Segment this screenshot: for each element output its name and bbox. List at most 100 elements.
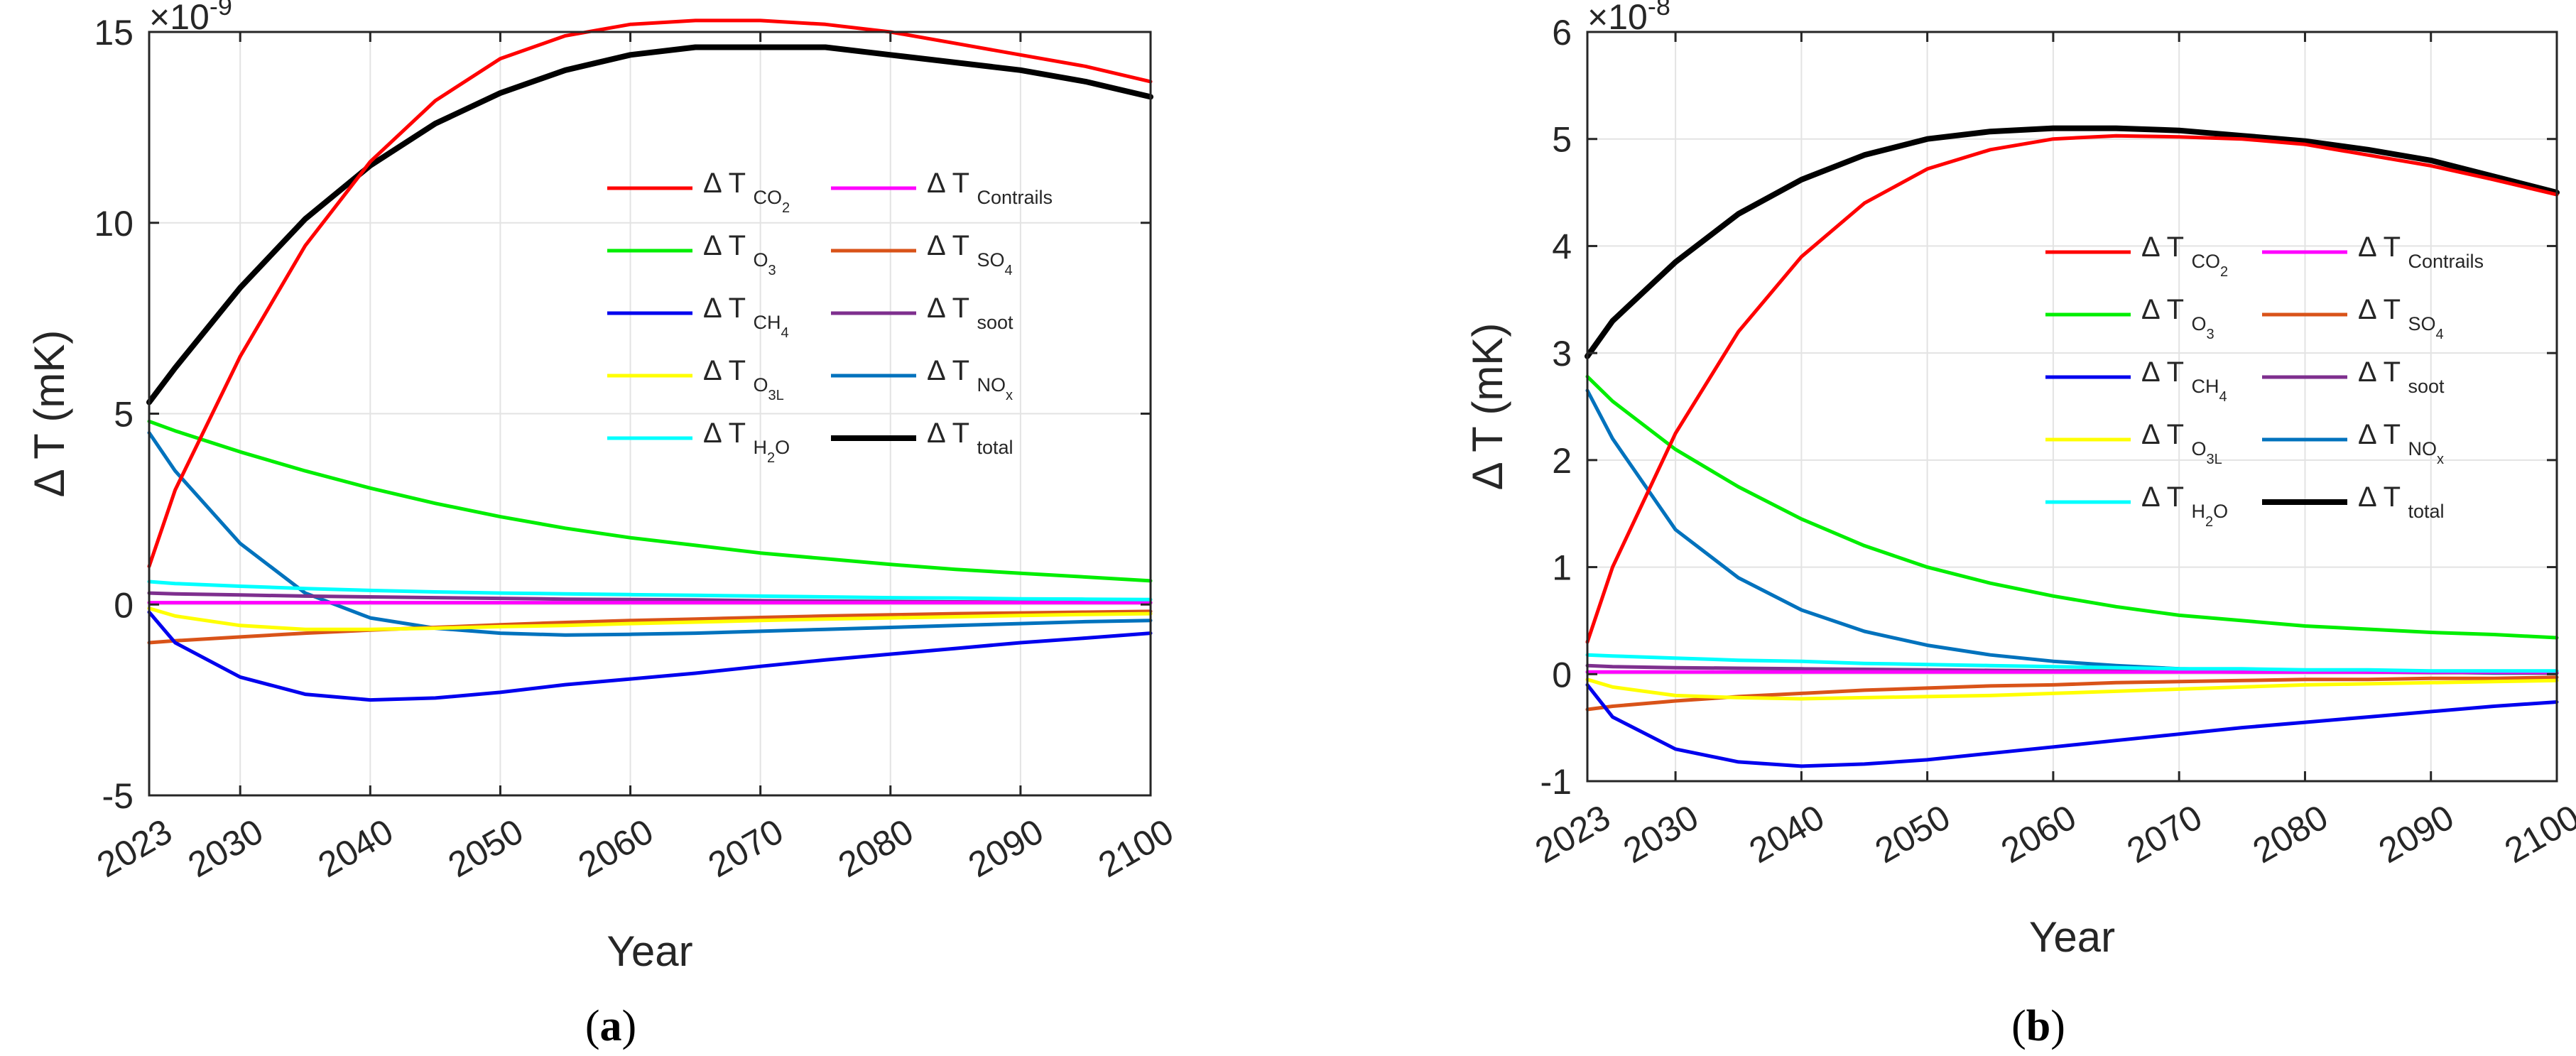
x-tick-label: 2030 [181,811,269,885]
legend-label: Δ T CO2 [703,168,790,216]
x-tick-label: 2030 [1616,797,1705,871]
legend-label: Δ T SO4 [927,230,1013,278]
y-tick-label: -1 [1540,762,1572,802]
x-tick-label: 2023 [1528,797,1616,871]
x-tick-label: 2060 [1994,797,2082,871]
y-tick-label: -5 [102,776,134,816]
legend-item-co2: Δ T CO2 [2045,232,2228,280]
series-line-ch4 [1585,682,2559,768]
x-tick-label: 2100 [2498,797,2576,871]
y-tick-label: 3 [1552,334,1572,374]
x-tick-label: 2040 [311,811,399,885]
legend-item-co2: Δ T CO2 [607,168,790,216]
x-tick-label: 2040 [1743,797,1831,871]
legend-label: Δ T Contrails [2358,232,2484,272]
caption-a-letter: a [600,1002,622,1050]
legend-label: Δ T O3L [2141,419,2222,467]
x-tick-label: 2070 [2120,797,2208,871]
y-exponent-label: ×10-9 [149,0,232,37]
legend-label: Δ T O3 [703,230,776,278]
legend-label: Δ T NOx [927,355,1013,403]
series-line-o3 [147,419,1153,583]
legend-label: Δ T soot [2358,356,2445,397]
legend-item-h2o: Δ T H2O [607,418,790,466]
series-line-o3l [147,606,1153,631]
x-tick-label: 2100 [1092,811,1180,885]
legend-item-contrails: Δ T Contrails [831,168,1053,208]
legend-label: Δ T SO4 [2358,294,2444,342]
legend-item-h2o: Δ T H2O [2045,481,2228,530]
legend-item-so4: Δ T SO4 [831,230,1013,278]
legend-label: Δ T soot [927,293,1013,333]
legend-item-o3l: Δ T O3L [607,355,784,403]
y-tick-label: 15 [94,13,134,53]
legend-item-o3l: Δ T O3L [2045,419,2222,467]
legend-item-o3: Δ T O3 [2045,294,2214,342]
caption-b-letter: b [2026,1002,2050,1050]
y-tick-label: 10 [94,204,134,244]
series-line-co2 [1585,134,2559,644]
legend-label: Δ T CH4 [703,293,789,341]
x-tick-label: 2070 [702,811,790,885]
series-line-o3 [1585,374,2559,640]
legend-label: Δ T H2O [2141,481,2228,530]
y-tick-label: 4 [1552,227,1572,266]
legend: Δ T CO2 Δ T O3 Δ T CH4 Δ T O3L Δ T H2O Δ T Co… [2045,232,2484,530]
legend-label: Δ T Contrails [927,168,1053,208]
legend-label: Δ T total [927,418,1013,458]
legend-item-ch4: Δ T CH4 [2045,356,2227,405]
x-tick-label: 2080 [2246,797,2335,871]
caption-a: (a) [585,1002,636,1050]
legend-label: Δ T CH4 [2141,356,2227,405]
y-tick-label: 0 [114,585,134,625]
y-tick-label: 6 [1552,13,1572,53]
legend-item-total: Δ T total [831,418,1013,458]
y-axis-label: Δ T (mK) [26,330,73,498]
legend-label: Δ T NOx [2358,419,2444,467]
series-line-total [1585,125,2560,359]
x-tick-label: 2050 [442,811,530,885]
legend-item-contrails: Δ T Contrails [2262,232,2484,272]
series-line-nox [147,430,1153,637]
y-exponent-label: ×10-8 [1587,0,1670,37]
x-axis-label: Year [607,927,692,975]
y-tick-label: 5 [1552,120,1572,160]
y-tick-label: 0 [1552,655,1572,695]
x-tick-label: 2090 [2372,797,2460,871]
x-tick-label: 2060 [572,811,660,885]
x-tick-label: 2023 [90,811,178,885]
legend-item-so4: Δ T SO4 [2262,294,2444,342]
legend-label: Δ T CO2 [2141,232,2228,280]
axes-box [1586,31,2558,783]
legend-item-soot: Δ T soot [831,293,1013,333]
series-line-ch4 [147,610,1153,702]
series-line-total [146,44,1153,405]
y-tick-label: 2 [1552,441,1572,481]
x-tick-label: 2090 [962,811,1050,885]
y-tick-label: 1 [1552,548,1572,588]
legend-item-nox: Δ T NOx [2262,419,2444,467]
chart-panel-a: -5 0 5 10 15 2023 2030 2040 2050 2060 2070 2080 2090… [26,0,1180,975]
legend: Δ T CO2 Δ T O3 Δ T CH4 Δ T O3L Δ T H2O Δ T Co… [607,168,1053,466]
series-line-h2o [1585,653,2559,673]
legend-label: Δ T total [2358,481,2445,522]
legend-item-ch4: Δ T CH4 [607,293,789,341]
x-tick-label: 2080 [832,811,920,885]
legend-label: Δ T H2O [703,418,790,466]
y-tick-label: 5 [114,395,134,435]
legend-item-soot: Δ T soot [2262,356,2445,397]
series-line-so4 [147,609,1153,645]
legend-item-o3: Δ T O3 [607,230,776,278]
legend-item-total: Δ T total [2262,481,2445,522]
x-tick-label: 2050 [1869,797,1957,871]
series-line-h2o [147,579,1153,602]
legend-label: Δ T O3L [703,355,784,403]
legend-item-nox: Δ T NOx [831,355,1013,403]
chart-panel-b: -1 0 1 2 3 4 5 6 2023 2030 2040 2050 2060 2070 2080 209… [1464,0,2576,961]
caption-b: (b) [2011,1002,2065,1050]
legend-label: Δ T O3 [2141,294,2214,342]
x-axis-label: Year [2029,913,2115,961]
y-axis-label: Δ T (mK) [1464,323,1511,491]
series-line-co2 [147,18,1153,568]
